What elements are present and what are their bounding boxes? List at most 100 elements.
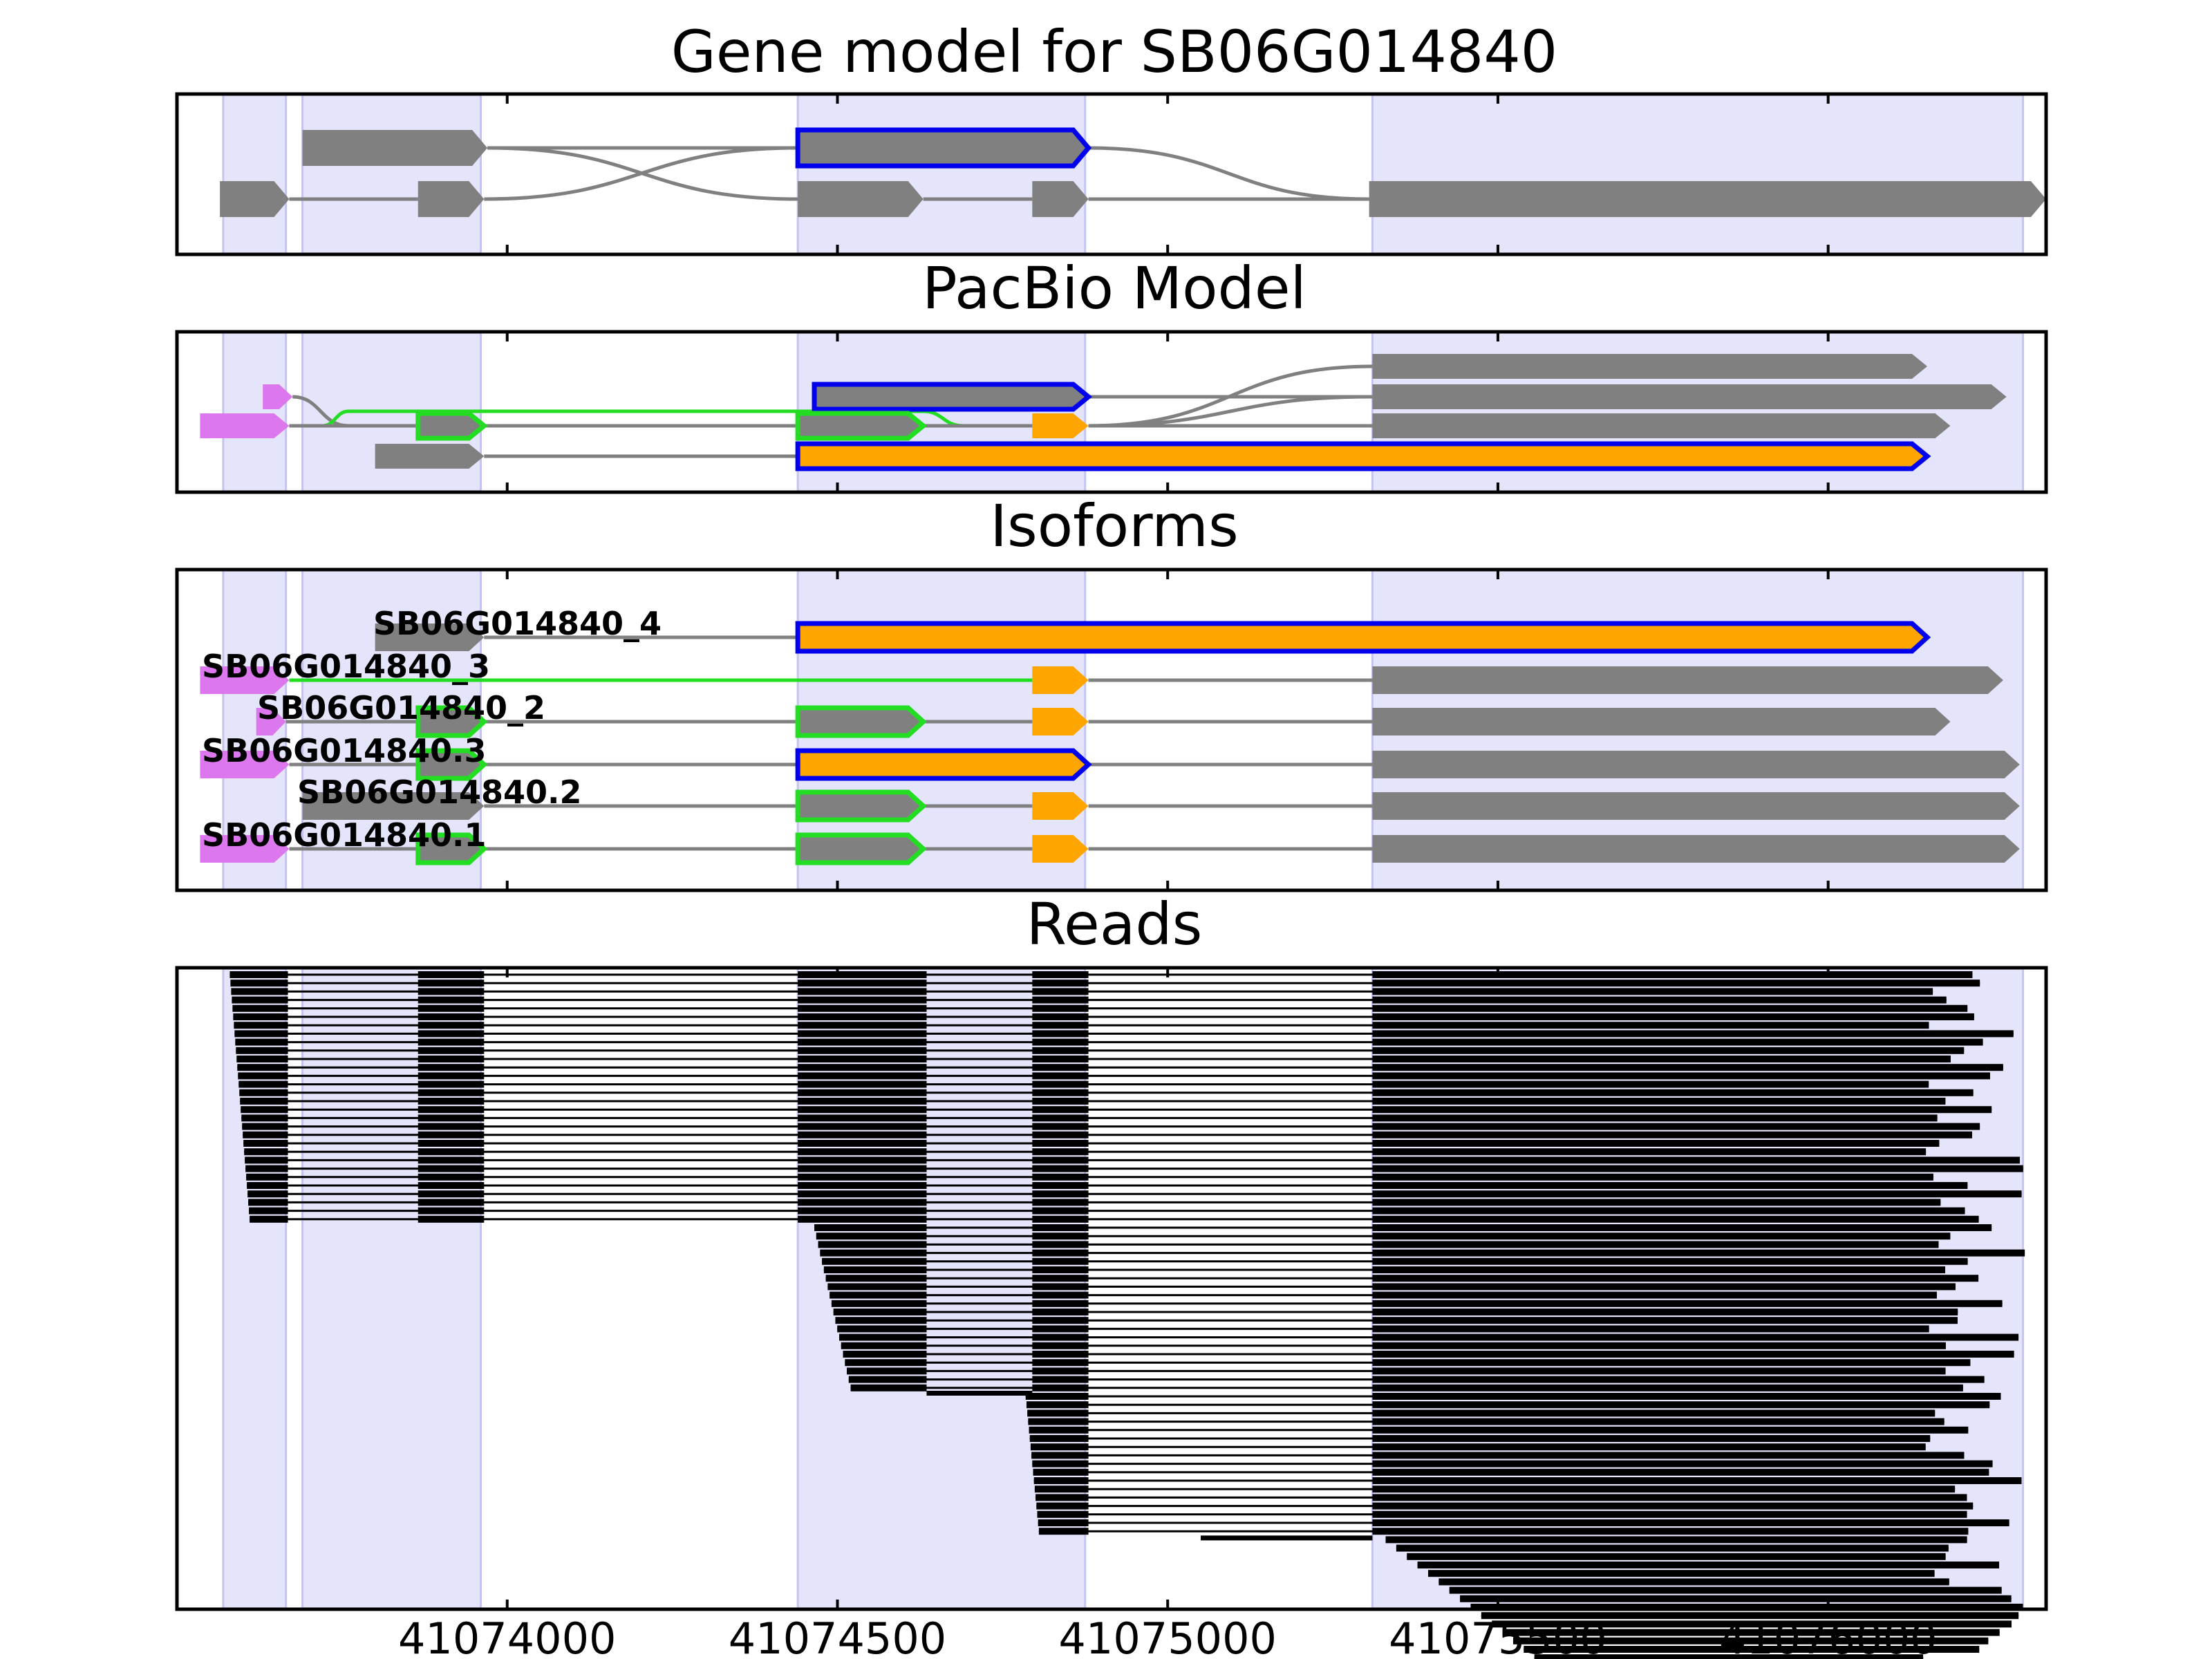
exon-block (1032, 835, 1089, 863)
read-block (1032, 996, 1089, 1004)
exon-region-shade (222, 93, 288, 256)
read-block (241, 1106, 288, 1114)
read-block (798, 996, 927, 1004)
exon-region-shade (796, 93, 1087, 256)
read-block (418, 1106, 485, 1114)
exon-block (200, 751, 290, 778)
read-block (418, 1199, 485, 1206)
exon-block (1372, 792, 2020, 820)
read-block (1032, 1359, 1089, 1367)
read-block (1372, 1452, 1965, 1459)
x-axis: 41074000 41074500 41075000 41075500 41076000 (398, 94, 1937, 1659)
exon-block (1372, 835, 2020, 863)
read-block (230, 980, 288, 987)
read-block (1372, 1241, 1939, 1248)
read-block (1032, 971, 1089, 978)
read-block (1372, 1089, 1974, 1096)
read-block (798, 1106, 927, 1114)
gene-model-panel (220, 93, 2046, 256)
read-block (926, 1391, 1033, 1396)
read-block (1372, 1528, 1969, 1535)
read-block (232, 1004, 288, 1012)
read-block (1481, 1612, 2019, 1620)
x-tick-label: 41074000 (398, 1613, 617, 1659)
read-block (798, 1064, 927, 1071)
read-block (816, 1232, 927, 1240)
read-block (1033, 1477, 1089, 1484)
read-block (1032, 1182, 1089, 1189)
exon-block (1372, 666, 2003, 694)
read-block (1372, 1038, 1983, 1046)
read-block (1372, 1283, 1956, 1291)
read-block (835, 1317, 927, 1324)
read-block (1032, 1047, 1089, 1054)
read-block (1372, 1367, 1946, 1375)
read-block (1032, 1080, 1089, 1088)
exon-block (263, 384, 293, 409)
read-block (798, 1199, 927, 1206)
exon-block (200, 413, 290, 438)
read-block (848, 1376, 927, 1383)
read-block (234, 1022, 288, 1029)
panel-title-pacbio-model: PacBio Model (922, 254, 1306, 322)
read-block (1032, 1199, 1089, 1206)
read-block (798, 1030, 927, 1038)
read-block (1372, 980, 1980, 987)
read-block (1029, 1435, 1089, 1442)
read-block (1396, 1544, 1949, 1552)
read-block (1372, 1443, 1926, 1451)
read-block (1372, 1401, 1990, 1409)
read-block (418, 1123, 485, 1130)
read-block (231, 988, 288, 995)
read-block (798, 1013, 927, 1020)
read-block (1032, 1283, 1089, 1291)
read-block (1032, 1140, 1089, 1147)
isoforms-panel: SB06G014840_4 SB06G014840_3 SB06G014840_2 S… (200, 568, 2025, 892)
read-block (1037, 1510, 1089, 1518)
read-block (1372, 971, 1973, 978)
read-block (418, 1156, 485, 1164)
read-block (1032, 1367, 1089, 1375)
exon-block (1032, 792, 1089, 820)
read-block (798, 1173, 927, 1181)
read-block (1032, 1173, 1089, 1181)
read-block (243, 1140, 288, 1147)
isoforms-frame (175, 568, 2048, 892)
read-block (1372, 1460, 1993, 1468)
read-block (1032, 1156, 1089, 1164)
read-block (825, 1275, 927, 1282)
read-block (798, 988, 927, 995)
read-block (1032, 1089, 1089, 1096)
exon-block (795, 705, 927, 738)
read-block (1032, 1257, 1089, 1265)
exon-block (1372, 708, 1951, 735)
read-block (1372, 1468, 1989, 1476)
read-block (239, 1089, 288, 1096)
read-block (1032, 1013, 1089, 1020)
read-block (1372, 1047, 1965, 1054)
read-block (1032, 1300, 1089, 1307)
read-block (238, 1080, 288, 1088)
read-block (418, 1148, 485, 1156)
read-block (236, 1047, 288, 1054)
read-block (798, 1038, 927, 1046)
read-block (1372, 1485, 1956, 1493)
read-block (1372, 1098, 1946, 1105)
exon-block (375, 624, 485, 651)
read-block (1372, 1140, 1940, 1147)
read-block (245, 1165, 288, 1172)
read-block (1031, 1452, 1089, 1459)
read-block (1407, 1553, 1946, 1560)
read-block (798, 1080, 927, 1088)
read-block (240, 1098, 288, 1105)
read-block (1032, 1106, 1089, 1114)
read-block (1460, 1595, 2012, 1602)
read-block (798, 1114, 927, 1122)
isoform-label: SB06G014840_4 (373, 605, 662, 642)
read-block (798, 1123, 927, 1130)
exon-block (256, 708, 286, 735)
read-block (798, 1207, 927, 1215)
exon-block (1032, 413, 1089, 438)
read-block (1372, 1182, 1968, 1189)
read-block (1032, 1291, 1089, 1299)
